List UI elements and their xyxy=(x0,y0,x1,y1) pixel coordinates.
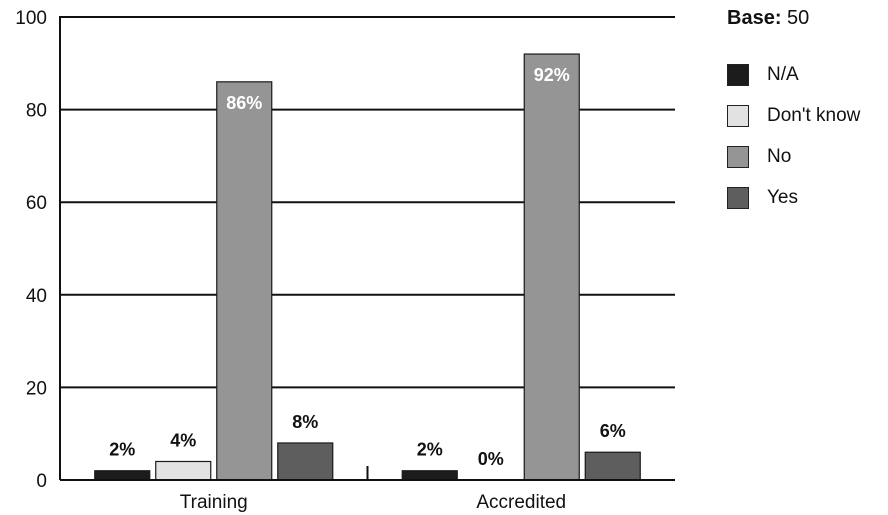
data-label: 8% xyxy=(292,412,318,432)
bar xyxy=(523,53,580,481)
y-tick-label: 0 xyxy=(36,471,47,492)
data-label: 86% xyxy=(226,93,262,113)
bar xyxy=(216,81,273,481)
data-label: 2% xyxy=(109,440,135,460)
legend-label: Yes xyxy=(767,187,798,208)
legend-swatch xyxy=(727,146,749,168)
legend: N/A Don't know No Yes xyxy=(727,64,860,228)
y-tick-label: 80 xyxy=(26,101,47,122)
axes xyxy=(59,16,675,481)
x-axis-categories: Training Accredited xyxy=(180,492,566,513)
x-category-label: Training xyxy=(180,492,248,513)
data-label: 4% xyxy=(170,430,196,450)
legend-item: Yes xyxy=(727,187,860,209)
base-note: Base: 50 xyxy=(727,7,809,30)
bars xyxy=(94,53,641,481)
bar xyxy=(155,460,212,481)
data-labels: 2% 4% 86% 8% 2% 0% 92% 6% xyxy=(109,65,626,469)
y-tick-label: 40 xyxy=(26,286,47,307)
base-label: Base: xyxy=(727,7,782,29)
data-label: 2% xyxy=(417,440,443,460)
legend-swatch xyxy=(727,187,749,209)
legend-label: Don't know xyxy=(767,105,861,126)
data-label: 6% xyxy=(600,421,626,441)
y-tick-label: 100 xyxy=(15,8,47,29)
y-tick-label: 60 xyxy=(26,193,47,214)
legend-swatch xyxy=(727,64,749,86)
y-tick-label: 20 xyxy=(26,378,47,399)
legend-item: Don't know xyxy=(727,105,860,127)
legend-swatch xyxy=(727,105,749,127)
data-label: 92% xyxy=(534,65,570,85)
base-value: 50 xyxy=(787,7,810,29)
data-label: 0% xyxy=(478,449,504,469)
bar xyxy=(584,451,641,481)
gridlines xyxy=(60,16,675,389)
bar xyxy=(277,442,334,481)
legend-label: N/A xyxy=(767,64,799,85)
legend-item: No xyxy=(727,146,860,168)
legend-item: N/A xyxy=(727,64,860,86)
y-axis-ticks: 0 20 40 60 80 100 xyxy=(15,8,47,492)
x-category-label: Accredited xyxy=(476,492,566,513)
bar xyxy=(401,470,458,481)
legend-label: No xyxy=(767,146,792,167)
bar xyxy=(94,470,151,481)
